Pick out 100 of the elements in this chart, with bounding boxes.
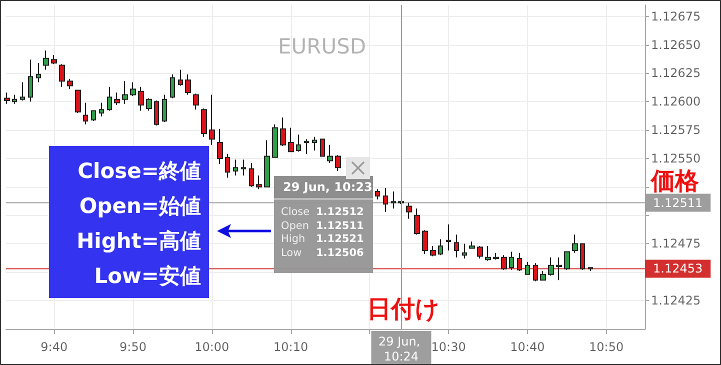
y-tick-label: 1.12550: [651, 151, 701, 166]
candlestick: [296, 134, 301, 152]
candlestick: [43, 50, 49, 70]
annotation: Close: [281, 206, 311, 220]
candlestick: [114, 92, 120, 106]
x-tick-label: 10:50: [589, 340, 624, 354]
annotation: 1.12521: [316, 233, 364, 246]
candlestick: [28, 59, 33, 102]
candlestick: [556, 256, 562, 281]
annotation: 1.12512: [316, 206, 364, 220]
annotation: 29 Jun, 10:23: [274, 176, 373, 200]
candlestick: [335, 154, 341, 172]
candlestick: [146, 98, 152, 112]
candlestick: [375, 188, 380, 200]
candlestick: [12, 94, 17, 104]
x-tick-label: 10:30: [431, 340, 466, 354]
candlestick: [249, 162, 254, 188]
y-tick-label: 1.12575: [651, 123, 701, 138]
candlestick: [430, 246, 436, 257]
ref-line-label: 29 Jun, 10:24: [378, 334, 424, 364]
candlestick: [327, 144, 333, 164]
candlestick: [217, 128, 223, 165]
candlestick: [107, 86, 112, 112]
candlestick: [51, 54, 57, 65]
x-tick-label: 10:00: [194, 340, 230, 354]
annotation: 1.12506: [316, 246, 364, 260]
annotation: High: [281, 233, 306, 246]
candlestick: [462, 243, 467, 260]
candlestick: [138, 86, 144, 112]
candlestick: [509, 251, 514, 270]
candlestick: [256, 175, 262, 190]
candlestick: [312, 136, 317, 152]
candlestick: [170, 74, 175, 99]
candlestick: [154, 100, 159, 126]
candlestick: [525, 261, 530, 275]
candlestick: [446, 224, 451, 252]
candlestick: [485, 246, 491, 262]
y-tick-label: 1.12675: [651, 9, 701, 24]
candlestick: [469, 240, 475, 249]
annotation: 1.12511: [316, 220, 364, 233]
annotation: Close=終値: [76, 158, 201, 185]
candlestick: [178, 69, 183, 86]
candlestick: [130, 82, 136, 96]
x-tick-label: 9:40: [40, 340, 68, 354]
candlestick: [91, 110, 96, 122]
candlestick: [193, 93, 199, 110]
candlestick: [233, 159, 238, 176]
candlestick: [572, 234, 578, 254]
ref-line-label: 1.12453: [653, 262, 703, 276]
ref-line-label: 1.12511: [653, 196, 703, 210]
candlestick: [241, 159, 246, 176]
candlestick: [580, 243, 585, 270]
candlestick: [209, 94, 215, 146]
x-tick-label: 9:50: [120, 340, 146, 354]
candlestick: [477, 246, 483, 260]
candlestick: [185, 74, 191, 96]
candlestick: [67, 78, 73, 90]
x-tick-label: 10:40: [510, 340, 545, 354]
candlestick: [493, 252, 499, 260]
candlestick: [280, 117, 286, 146]
candlestick: [36, 62, 41, 83]
candlestick: [225, 153, 230, 178]
y-tick-label: 1.12650: [651, 38, 701, 52]
annotation: Low: [281, 246, 303, 260]
candlestick: [422, 230, 428, 254]
candlestick: [201, 108, 207, 138]
candlestick: [99, 102, 104, 117]
candlestick: [304, 138, 309, 154]
y-tick-label: 1.12475: [651, 236, 701, 251]
candlestick: [162, 94, 167, 123]
candlestick: [272, 124, 278, 158]
candlestick: [548, 256, 554, 276]
candlestick: [438, 238, 443, 256]
candlestick: [501, 254, 507, 270]
candlestick: [454, 234, 459, 258]
text: 価格: [651, 166, 699, 197]
text: EURUSD: [278, 34, 366, 58]
annotation: Open: [281, 220, 310, 233]
candlestick: [391, 190, 396, 209]
y-tick-label: 1.12600: [651, 94, 701, 109]
candlestick: [406, 202, 412, 220]
candlestick: [59, 64, 65, 88]
y-tick-label: 1.12625: [651, 66, 701, 80]
annotation: Open=始値: [78, 193, 201, 220]
candlestick: [20, 82, 25, 101]
candlestick: [517, 252, 522, 272]
candlestick: [320, 138, 325, 157]
candlestick: [383, 188, 388, 212]
candlestick: [83, 102, 88, 125]
candlestick: [75, 90, 81, 114]
y-tick-label: 1.12425: [651, 294, 701, 308]
candlestick: [288, 127, 294, 152]
x-tick-label: 10:10: [274, 340, 308, 354]
candlestick: [264, 140, 270, 188]
candlestick: [4, 92, 10, 104]
annotation: Hight=高値: [76, 228, 201, 255]
candlestick: [540, 270, 546, 281]
candlestick: [533, 262, 538, 282]
candlestick: [564, 251, 570, 270]
candlestick: [122, 80, 128, 104]
